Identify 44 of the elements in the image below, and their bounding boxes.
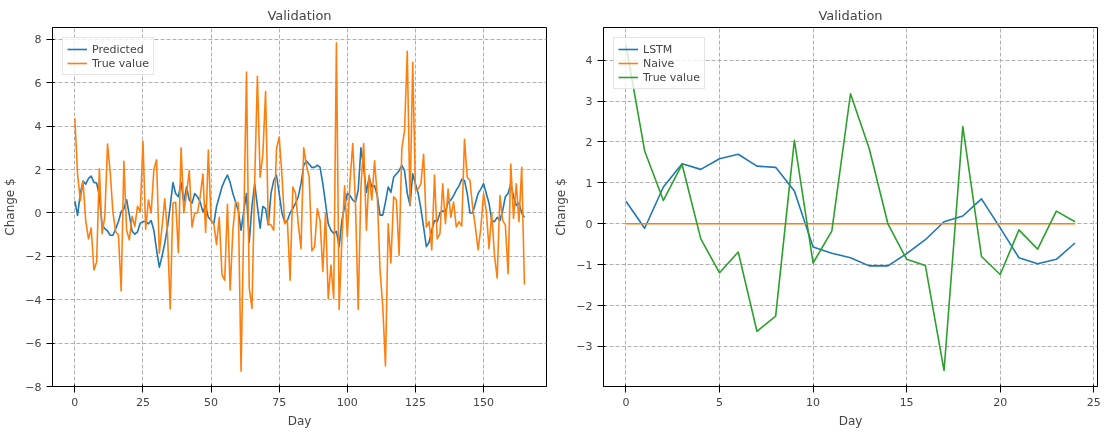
line-series: [74, 147, 526, 268]
legend-label: Naive: [643, 56, 675, 70]
y-tick-label: 3: [585, 95, 593, 109]
legend-label: LSTM: [643, 42, 673, 56]
y-tick-label: −6: [25, 337, 42, 351]
chart-title: Validation: [818, 7, 883, 23]
y-tick-label: −4: [25, 293, 42, 307]
legend-label: True value: [92, 56, 149, 70]
y-tick-label: 6: [34, 76, 42, 90]
x-axis-title: Day: [287, 413, 312, 428]
y-tick-label: 4: [585, 54, 593, 68]
x-tick-label: 0: [71, 395, 79, 409]
line-series: [74, 41, 526, 373]
y-tick-label: 1: [585, 176, 593, 190]
x-tick-label: 25: [135, 395, 150, 409]
y-axis-title: Change $: [554, 178, 569, 236]
y-tick-label: 8: [34, 33, 42, 47]
x-tick-label: 0: [622, 395, 630, 409]
x-tick-label: 10: [806, 395, 821, 409]
y-tick-label: −2: [576, 299, 593, 313]
legend-label: True value: [643, 70, 700, 84]
line-series: [625, 153, 1076, 267]
y-tick-label: −1: [576, 258, 593, 272]
y-tick-label: 4: [34, 120, 42, 134]
x-tick-label: 150: [473, 395, 495, 409]
y-tick-label: −8: [25, 380, 42, 394]
x-tick-label: 20: [993, 395, 1008, 409]
x-tick-label: 15: [899, 395, 914, 409]
y-axis-title: Change $: [3, 178, 18, 236]
x-tick-label: 25: [1086, 395, 1101, 409]
x-axis-title: Day: [838, 413, 863, 428]
x-tick-label: 125: [404, 395, 426, 409]
legend-label: Predicted: [92, 42, 144, 56]
y-tick-label: 0: [34, 206, 42, 220]
x-tick-label: 50: [204, 395, 219, 409]
y-tick-label: 2: [34, 163, 42, 177]
chart-title: Validation: [267, 7, 332, 23]
x-tick-label: 100: [336, 395, 358, 409]
x-tick-label: 75: [272, 395, 287, 409]
x-tick-label: 5: [716, 395, 724, 409]
y-tick-label: −3: [576, 340, 593, 354]
y-tick-label: −2: [25, 250, 42, 264]
y-tick-label: 0: [585, 217, 593, 231]
y-tick-label: 2: [585, 135, 593, 149]
